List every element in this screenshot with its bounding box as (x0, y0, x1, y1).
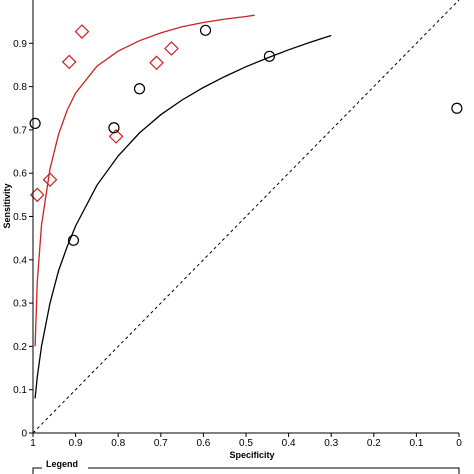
y-tick-label: 0.9 (13, 39, 27, 50)
y-tick-label: 0.4 (13, 255, 27, 266)
x-tick-label: 0 (456, 438, 462, 449)
data-point-diamond (164, 41, 179, 56)
x-axis-title: Specificity (229, 450, 274, 460)
data-point-circle (199, 24, 212, 36)
y-axis-title: Sensitivity (2, 183, 12, 228)
data-point-diamond (108, 129, 124, 144)
legend-title: Legend (46, 459, 78, 469)
y-tick-label: 0 (21, 429, 27, 440)
data-point-circle (451, 102, 463, 114)
y-tick-label: 0.1 (13, 385, 27, 396)
legend-title-background (42, 459, 88, 471)
x-tick-label: 0.2 (367, 438, 381, 449)
x-tick-label: 0.4 (282, 438, 296, 449)
x-tick-label: 0.7 (154, 438, 168, 449)
legend: Legend (32, 459, 460, 474)
sroc-curve-2 (34, 34, 332, 399)
x-tick-label: 0.9 (69, 438, 83, 449)
data-point-circle (29, 117, 41, 130)
y-tick-label: 0.3 (13, 299, 27, 310)
y-tick-label: 0.6 (13, 169, 27, 180)
legend-box (32, 467, 460, 474)
data-point-diamond (74, 24, 90, 39)
sroc-curve-1 (34, 14, 255, 347)
x-tick-label: 0.8 (111, 438, 125, 449)
data-point-circle (263, 50, 276, 62)
curve-layer (32, 0, 460, 434)
x-tick-label: 1 (30, 438, 36, 449)
x-tick-label: 0.1 (409, 438, 423, 449)
data-point-circle (108, 122, 120, 134)
y-tick-label: 0.7 (13, 125, 27, 136)
x-tick-label: 0.3 (324, 438, 338, 449)
data-point-diamond (149, 55, 164, 71)
data-point-circle (67, 234, 80, 246)
data-point-diamond (42, 172, 58, 188)
x-tick-label: 0.5 (239, 438, 253, 449)
y-tick-label: 0.8 (13, 82, 27, 93)
y-tick-label: 0.2 (13, 342, 27, 353)
data-point-diamond (61, 54, 77, 70)
x-tick-label: 0.6 (196, 438, 210, 449)
axis-layer: 0 0.1 0.2 0.3 0.4 0.5 0.6 0.7 0.8 0.9 1 0.9 0.8 0.7 0.… (13, 0, 462, 449)
data-point-circle (133, 83, 146, 95)
point-layer (29, 24, 463, 246)
y-tick-label: 0.5 (13, 212, 27, 223)
reference-diagonal-line (32, 0, 460, 434)
